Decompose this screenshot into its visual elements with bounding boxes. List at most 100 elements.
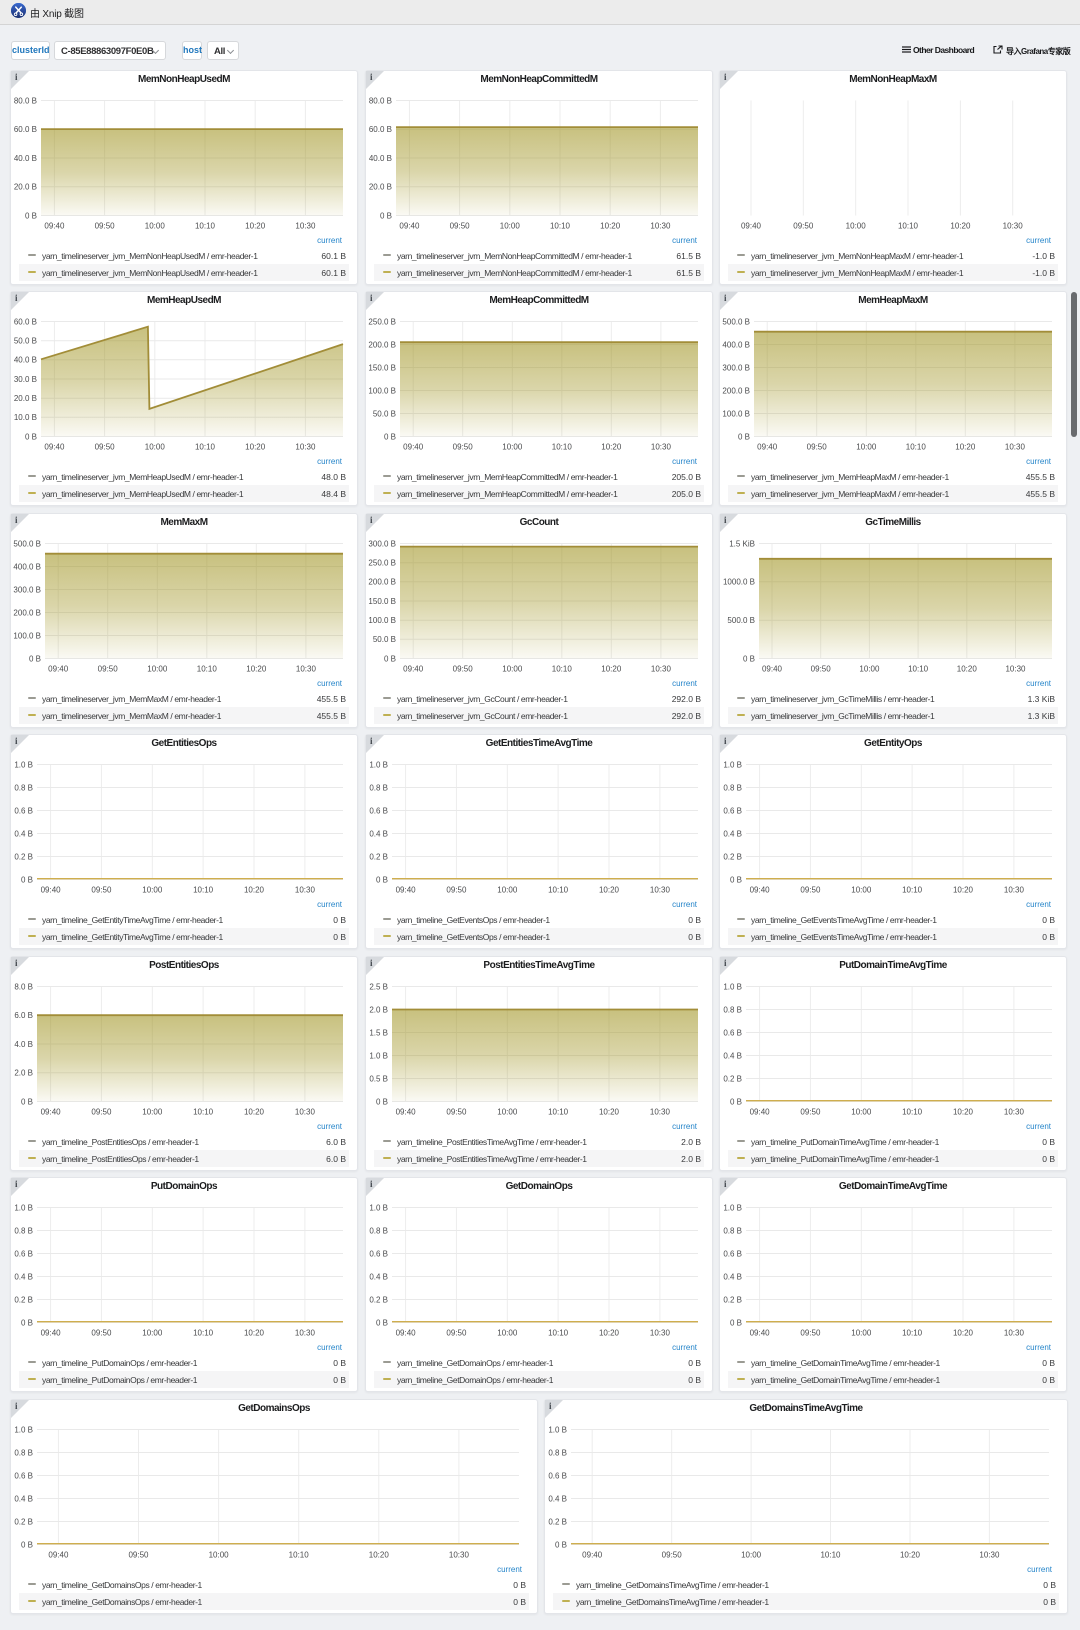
svg-text:10:10: 10:10 [908,665,929,674]
svg-text:10:20: 10:20 [955,443,976,452]
svg-text:10:20: 10:20 [246,665,267,674]
svg-text:10:20: 10:20 [600,222,621,231]
svg-text:0.6 B: 0.6 B [548,1471,567,1480]
svg-text:0.5 B: 0.5 B [369,1074,388,1083]
svg-text:10:10: 10:10 [193,886,214,895]
svg-text:10:00: 10:00 [741,1551,762,1560]
svg-text:0.8 B: 0.8 B [14,783,33,792]
svg-text:09:40: 09:40 [396,886,417,895]
svg-text:0.8 B: 0.8 B [369,783,388,792]
svg-text:10:00: 10:00 [142,1108,163,1117]
svg-text:10:00: 10:00 [856,443,877,452]
svg-text:4.0 B: 4.0 B [14,1040,33,1049]
svg-text:10:00: 10:00 [209,1551,230,1560]
svg-text:0.4 B: 0.4 B [14,1272,33,1281]
svg-text:0.2 B: 0.2 B [723,852,742,861]
svg-text:200.0 B: 200.0 B [13,608,41,617]
svg-text:0 B: 0 B [384,432,396,441]
svg-text:0.4 B: 0.4 B [14,1494,33,1503]
svg-text:09:40: 09:40 [396,1329,417,1338]
svg-text:0.4 B: 0.4 B [723,1051,742,1060]
svg-text:10:20: 10:20 [599,1329,620,1338]
svg-text:1.5 KiB: 1.5 KiB [729,539,755,548]
svg-text:10:00: 10:00 [500,222,521,231]
svg-text:09:40: 09:40 [403,665,424,674]
svg-text:09:40: 09:40 [750,1108,771,1117]
svg-text:10:30: 10:30 [651,665,672,674]
svg-text:30.0 B: 30.0 B [14,375,37,384]
svg-text:2.0 B: 2.0 B [14,1069,33,1078]
svg-text:10:30: 10:30 [1005,665,1026,674]
svg-text:10:30: 10:30 [650,1329,671,1338]
svg-text:60.0 B: 60.0 B [14,125,37,134]
svg-text:20.0 B: 20.0 B [14,183,37,192]
svg-text:10:20: 10:20 [244,886,265,895]
svg-text:10:20: 10:20 [953,886,974,895]
svg-text:10.0 B: 10.0 B [14,413,37,422]
svg-text:0 B: 0 B [384,654,396,663]
svg-text:10:00: 10:00 [851,1108,872,1117]
svg-text:10:10: 10:10 [550,222,571,231]
svg-text:09:50: 09:50 [800,1329,821,1338]
svg-text:0 B: 0 B [376,1097,388,1106]
svg-text:09:50: 09:50 [446,886,467,895]
svg-text:10:00: 10:00 [497,1108,518,1117]
svg-text:300.0 B: 300.0 B [13,585,41,594]
svg-text:09:50: 09:50 [95,222,116,231]
svg-text:10:10: 10:10 [195,443,216,452]
svg-text:10:20: 10:20 [950,222,971,231]
svg-text:09:40: 09:40 [41,1329,62,1338]
svg-text:0.4 B: 0.4 B [723,1272,742,1281]
svg-text:10:20: 10:20 [953,1329,974,1338]
svg-text:10:30: 10:30 [1004,1329,1025,1338]
svg-text:10:10: 10:10 [552,443,573,452]
svg-text:09:40: 09:40 [48,1551,69,1560]
svg-text:0 B: 0 B [555,1540,567,1549]
svg-text:09:50: 09:50 [95,443,116,452]
svg-text:10:20: 10:20 [900,1551,921,1560]
svg-text:0 B: 0 B [380,211,392,220]
svg-text:10:00: 10:00 [145,222,166,231]
svg-text:09:50: 09:50 [128,1551,149,1560]
svg-text:250.0 B: 250.0 B [368,317,396,326]
svg-text:09:40: 09:40 [750,886,771,895]
svg-text:0 B: 0 B [743,654,755,663]
svg-text:500.0 B: 500.0 B [13,539,41,548]
svg-text:0 B: 0 B [730,1318,742,1327]
svg-text:10:00: 10:00 [502,443,523,452]
svg-text:1.0 B: 1.0 B [723,1203,742,1212]
svg-text:20.0 B: 20.0 B [369,183,392,192]
svg-text:0 B: 0 B [25,432,37,441]
svg-text:100.0 B: 100.0 B [368,386,396,395]
svg-text:10:20: 10:20 [244,1108,265,1117]
svg-text:09:40: 09:40 [44,443,65,452]
svg-text:2.5 B: 2.5 B [369,982,388,991]
svg-text:0.8 B: 0.8 B [548,1448,567,1457]
svg-text:09:50: 09:50 [91,1108,112,1117]
svg-text:0.2 B: 0.2 B [548,1517,567,1526]
svg-text:10:00: 10:00 [142,1329,163,1338]
svg-text:10:20: 10:20 [245,443,266,452]
svg-text:200.0 B: 200.0 B [368,340,396,349]
svg-text:0 B: 0 B [21,875,33,884]
svg-text:100.0 B: 100.0 B [368,616,396,625]
svg-text:10:20: 10:20 [957,665,978,674]
svg-text:10:00: 10:00 [497,1329,518,1338]
svg-text:50.0 B: 50.0 B [373,409,396,418]
svg-text:100.0 B: 100.0 B [13,631,41,640]
svg-text:60.0 B: 60.0 B [14,317,37,326]
svg-text:0.6 B: 0.6 B [723,806,742,815]
svg-text:0.8 B: 0.8 B [14,1448,33,1457]
svg-text:0 B: 0 B [376,875,388,884]
svg-text:1.0 B: 1.0 B [723,760,742,769]
svg-text:10:10: 10:10 [193,1108,214,1117]
svg-text:10:20: 10:20 [601,665,622,674]
svg-text:8.0 B: 8.0 B [14,982,33,991]
svg-text:10:30: 10:30 [650,886,671,895]
svg-text:1.5 B: 1.5 B [369,1028,388,1037]
svg-text:0 B: 0 B [25,211,37,220]
svg-text:1.0 B: 1.0 B [14,1425,33,1434]
svg-text:09:50: 09:50 [453,665,474,674]
svg-text:10:30: 10:30 [1004,886,1025,895]
svg-text:40.0 B: 40.0 B [14,154,37,163]
